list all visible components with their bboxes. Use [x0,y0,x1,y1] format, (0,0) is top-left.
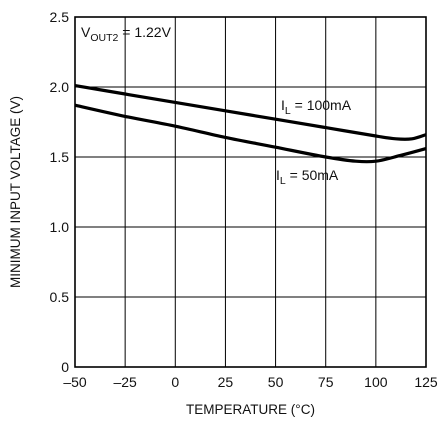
plot-background [75,17,426,367]
series-label-il-100ma-sub: L [285,105,291,117]
series-label-il-50ma-main: I [276,167,280,183]
y-tick-label: 2.5 [50,9,70,25]
series-label-il-50ma-sub: L [280,175,286,187]
series-lines [74,84,427,164]
y-tick-label: 0.5 [50,289,70,305]
vout2-annotation: VOUT2 = 1.22V [81,24,172,44]
plot-frame [74,16,427,368]
tick-labels: –50 –25 0 25 50 75 100 125 0 0.5 1.0 1.5 2.0 2.5 [50,9,438,390]
vout2-annotation-main: V [81,24,91,40]
y-tick-label: 1.5 [50,149,70,165]
x-tick-label: 125 [414,374,438,390]
vout2-annotation-rest: = 1.22V [118,24,171,40]
y-tick-label: 1.0 [50,219,70,235]
series-label-il-50ma-rest: = 50mA [286,167,339,183]
x-axis-title: TEMPERATURE (°C) [186,402,315,417]
y-axis-title: MINIMUM INPUT VOLTAGE (V) [8,96,23,288]
series-label-il-100ma: IL = 100mA [281,97,352,117]
y-tick-label: 0 [61,359,69,375]
series-line-0 [74,84,427,141]
series-label-il-100ma-rest: = 100mA [291,97,352,113]
grid [75,17,426,367]
x-tick-label: 25 [218,374,234,390]
x-tick-label: 75 [318,374,334,390]
series-line-1 [74,103,427,164]
x-tick-label: –25 [113,374,137,390]
series-label-il-100ma-main: I [281,97,285,113]
x-tick-label: 50 [268,374,284,390]
y-tick-label: 2.0 [50,79,70,95]
vout2-annotation-sub: OUT2 [90,32,118,44]
x-tick-label: 0 [171,374,179,390]
x-tick-label: –50 [63,374,87,390]
x-tick-label: 100 [364,374,388,390]
series-label-il-50ma: IL = 50mA [276,167,339,187]
